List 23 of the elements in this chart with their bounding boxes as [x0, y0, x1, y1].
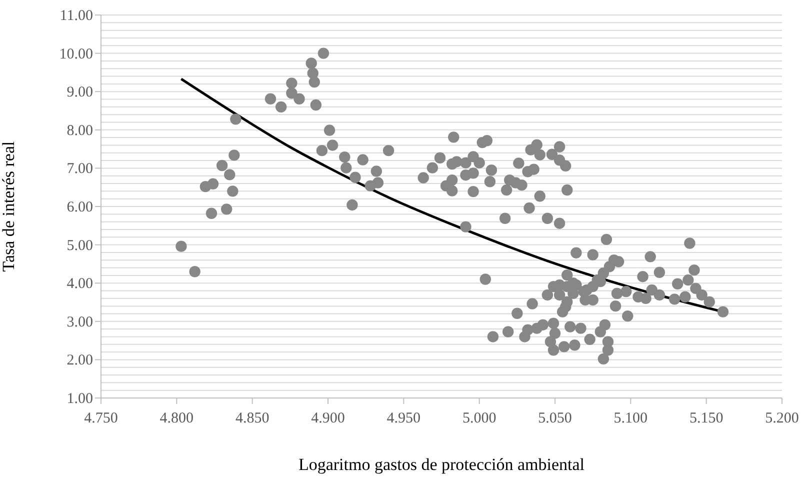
y-tick-label: 1.00	[66, 391, 93, 407]
y-tick-label: 11.00	[60, 8, 93, 24]
x-axis-title: Logaritmo gastos de protección ambiental	[298, 455, 585, 474]
x-tick-label: 5.150	[689, 410, 724, 427]
x-tick-label: 4.850	[235, 410, 270, 427]
x-tick-label: 4.750	[84, 410, 118, 427]
y-tick-label: 3.00	[66, 314, 93, 330]
x-tick-label: 5.000	[462, 410, 496, 427]
y-tick-label: 4.00	[66, 276, 93, 292]
y-tick-label: 2.00	[66, 352, 93, 369]
x-tick-label: 4.950	[386, 410, 421, 427]
y-tick-label: 5.00	[66, 238, 93, 254]
y-tick-label: 7.00	[66, 161, 93, 178]
y-tick-label: 9.00	[66, 84, 93, 101]
x-tick-label: 4.900	[311, 410, 345, 427]
y-tick-label: 8.00	[66, 122, 93, 139]
y-tick-label: 6.00	[66, 200, 93, 216]
x-tick-label: 5.100	[614, 410, 648, 427]
x-tick-label: 5.200	[765, 410, 799, 427]
y-tick-label: 10.00	[59, 46, 93, 62]
y-axis-title: Tasa de interés real	[0, 140, 18, 272]
x-tick-label: 4.800	[160, 410, 194, 427]
x-tick-label: 5.050	[538, 410, 572, 427]
